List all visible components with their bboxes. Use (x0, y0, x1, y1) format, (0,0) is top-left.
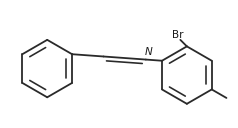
Text: N: N (145, 47, 153, 57)
Text: Br: Br (172, 30, 183, 40)
